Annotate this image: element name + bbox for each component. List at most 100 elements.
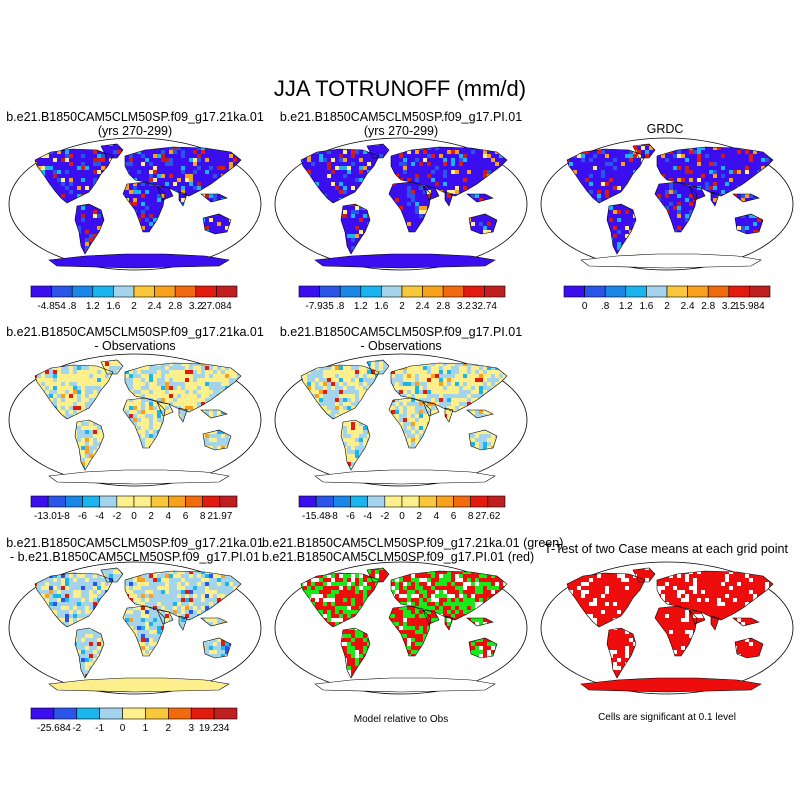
samerica-outline [606, 627, 637, 679]
namerica-outline [300, 572, 380, 628]
colorbar-label: 1.6 [106, 301, 120, 312]
panel-9-title-line1: T-Test of two Case means at each grid po… [544, 542, 788, 556]
namerica-outline [34, 572, 114, 628]
colorbar-box [47, 495, 66, 508]
colorbar-label: 1 [143, 723, 149, 734]
antarctica [580, 253, 762, 269]
colorbar-label: 2.4 [148, 301, 162, 312]
colorbar-label: 19.234 [199, 723, 230, 734]
colorbar-box [484, 285, 506, 298]
colorbar-box [646, 285, 668, 298]
colorbar-label: -6 [78, 511, 87, 522]
panel-9-title: T-Test of two Case means at each grid po… [532, 542, 800, 556]
colorbar-box [30, 285, 52, 298]
india-outline [710, 191, 720, 207]
panel-4-title-line2: - Observations [94, 339, 176, 353]
colorbar-label: 15.984 [734, 301, 765, 312]
colorbar-box [213, 707, 238, 720]
greenland-outline [100, 567, 124, 583]
antarctica [314, 677, 496, 693]
eurasia-outline [390, 362, 508, 413]
colorbar-label: -8 [61, 511, 70, 522]
colorbar-label: 2 [131, 301, 137, 312]
eurasia-outline [390, 146, 508, 197]
colorbar-box [154, 285, 176, 298]
panel-3-title: GRDC [530, 122, 800, 136]
greenland-outline [366, 567, 390, 583]
namerica-outline [566, 148, 646, 204]
colorbar-box [401, 285, 423, 298]
antarctica [48, 469, 230, 485]
colorbar-label: 8 [468, 511, 474, 522]
antarctica [48, 253, 230, 269]
colorbar-box [82, 495, 100, 508]
australia-outline [734, 213, 764, 235]
colorbar-box [339, 285, 362, 298]
namerica-outline [34, 364, 114, 420]
colorbar-box [116, 495, 135, 508]
colorbar-box [367, 495, 386, 508]
panel-1-title: b.e21.B1850CAM5CLM50SP.f09_g17.21ka.01 (… [0, 110, 270, 138]
panel-5-map [274, 353, 528, 487]
colorbar-box [604, 285, 627, 298]
greenland-outline [366, 143, 390, 159]
colorbar-box [384, 495, 403, 508]
colorbar-box [92, 285, 114, 298]
colorbar-label: 0 [120, 723, 126, 734]
colorbar-label: -2 [112, 511, 121, 522]
colorbar-label: 3 [188, 723, 194, 734]
antarctica [48, 677, 230, 693]
namerica-outline [300, 148, 380, 204]
panel-8-title-line1: b.e21.B1850CAM5CLM50SP.f09_g17.21ka.01 (… [262, 536, 564, 550]
samerica-outline [74, 203, 105, 255]
india-outline [444, 407, 454, 423]
colorbar-box [216, 285, 238, 298]
panel-4-map [8, 353, 262, 487]
panel-5-title-line1: b.e21.B1850CAM5CLM50SP.f09_g17.PI.01 [279, 325, 523, 339]
colorbar-box [707, 285, 730, 298]
colorbar-label: 27.62 [475, 511, 500, 522]
panel-7-title: b.e21.B1850CAM5CLM50SP.f09_g17.21ka.01 -… [0, 536, 270, 564]
colorbar-box [168, 495, 186, 508]
seasia-outline [466, 193, 494, 203]
greenland-outline [100, 143, 124, 159]
samerica-outline [74, 419, 105, 471]
arabia-outline [422, 185, 440, 201]
colorbar-label: -4.854 [37, 301, 66, 312]
colorbar-box [99, 707, 123, 720]
panel-8-note: Model relative to Obs [353, 714, 449, 725]
panel-7-title-line1: b.e21.B1850CAM5CLM50SP.f09_g17.21ka.01 [6, 536, 264, 550]
seasia-outline [200, 617, 228, 627]
colorbar-label: -7.935 [305, 301, 334, 312]
colorbar-box [65, 495, 83, 508]
panel-2-map [274, 137, 528, 271]
panel-5-title-line2: - Observations [360, 339, 442, 353]
colorbar-label: -6 [346, 511, 355, 522]
samerica-outline [606, 203, 637, 255]
panel-7-title-line2: - b.e21.B1850CAM5CLM50SP.f09_g17.PI.01 [10, 550, 260, 564]
samerica-outline [74, 627, 105, 679]
colorbar-label: .8 [336, 301, 345, 312]
panel-5-colorbar: -15.48-8 -6 -4 -2 0 2 4 6 8 27.62 [298, 495, 506, 522]
colorbar-box [298, 285, 320, 298]
samerica-outline [340, 627, 371, 679]
panel-2-colorbar: -7.935.8 1.2 1.6 2 2.4 2.8 3.2 32.74 [298, 285, 506, 312]
colorbar-label: 2.4 [416, 301, 430, 312]
india-outline [178, 191, 188, 207]
colorbar-label: -4 [363, 511, 372, 522]
colorbar-box [319, 285, 341, 298]
colorbar-label: -8 [329, 511, 338, 522]
greenland-outline [366, 359, 390, 375]
colorbar-label: 2 [416, 511, 422, 522]
panel-1-colorbar: -4.854.8 1.2 1.6 2 2.4 2.8 3.227.084 [30, 285, 238, 312]
colorbar-label: -4 [95, 511, 104, 522]
colorbar-box [687, 285, 709, 298]
colorbar-label: 3.2 [722, 301, 736, 312]
colorbar-label: 2 [664, 301, 670, 312]
colorbar-label: 0 [399, 511, 405, 522]
panel-2-title: b.e21.B1850CAM5CLM50SP.f09_g17.PI.01 (yr… [266, 110, 536, 138]
panel-3-map [540, 137, 794, 271]
colorbar-box [190, 707, 215, 720]
colorbar-box [360, 285, 382, 298]
arabia-outline [688, 609, 706, 625]
